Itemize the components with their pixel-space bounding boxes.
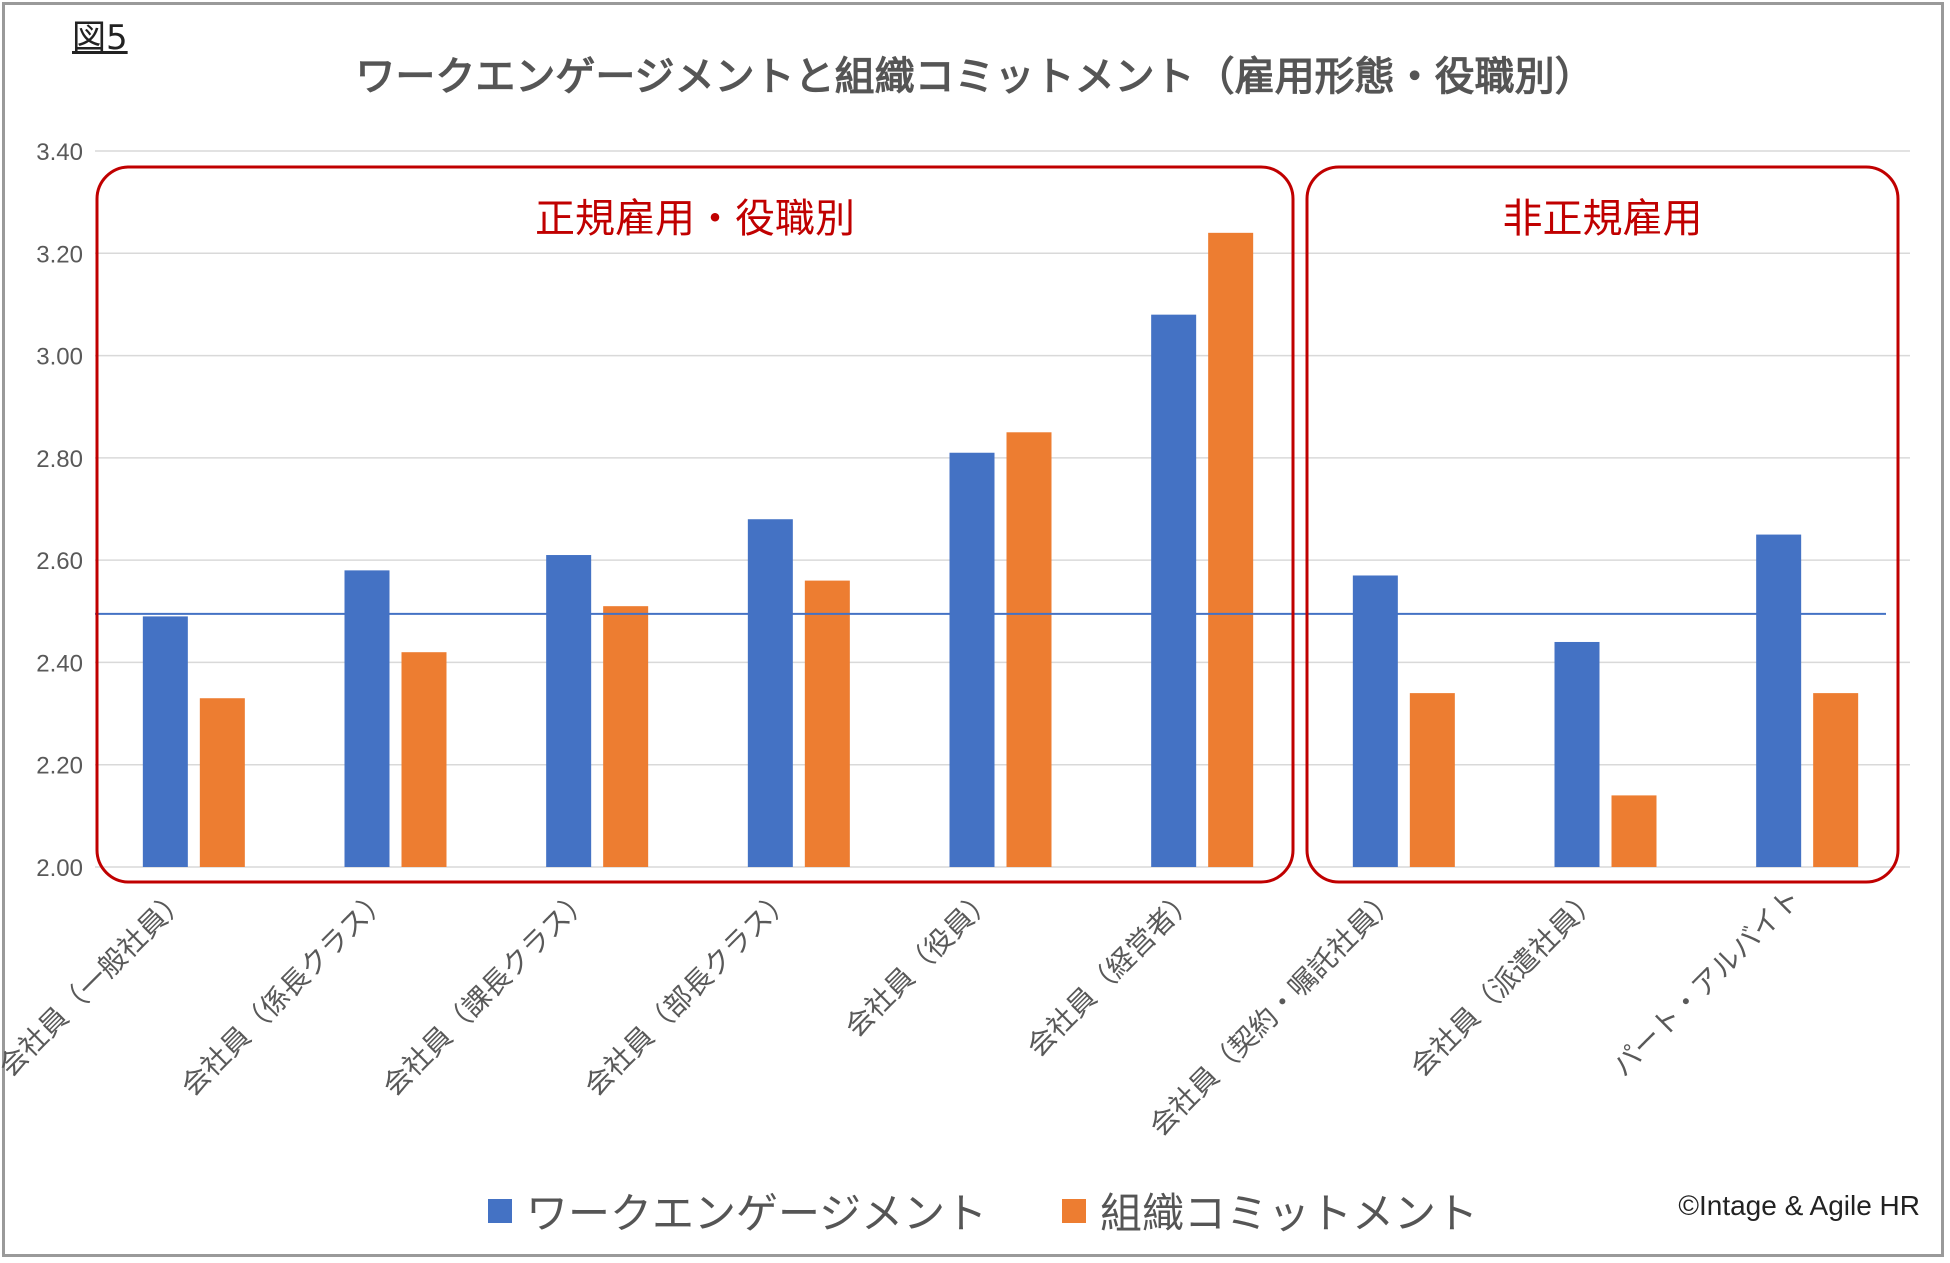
y-tick-label: 3.40 [36, 139, 83, 166]
copyright-text: ©Intage & Agile HR [1678, 1190, 1920, 1221]
bar-org-commitment [1611, 795, 1657, 867]
group-label: 正規雇用・役職別 [535, 196, 855, 242]
group-box [1305, 165, 1900, 884]
bar-work-engagement [344, 570, 390, 867]
bar-org-commitment [804, 580, 850, 867]
figure-label: 図5 [72, 18, 128, 58]
x-tick-label: 会社員（課長クラス） [376, 882, 597, 1103]
bar-work-engagement [949, 452, 995, 867]
legend-swatch-orange [1062, 1198, 1086, 1223]
bar-work-engagement [546, 555, 592, 867]
y-tick-label: 2.00 [36, 855, 83, 882]
y-tick-label: 2.80 [36, 446, 83, 473]
gridlines [95, 150, 1910, 868]
bar-org-commitment [401, 652, 447, 867]
x-tick-label: 会社員（一般社員） [0, 882, 194, 1084]
bar-org-commitment [199, 698, 245, 867]
bars [142, 232, 1859, 868]
x-tick-label: 会社員（派遣社員） [1404, 882, 1606, 1084]
legend-swatch-blue [488, 1198, 512, 1223]
legend-item-work-engagement: ワークエンゲージメント [488, 1180, 987, 1241]
bar-org-commitment [603, 606, 649, 867]
group-box [95, 165, 1295, 884]
group-label: 非正規雇用 [1503, 196, 1703, 242]
y-tick-label: 3.20 [36, 241, 83, 268]
x-axis-labels: 会社員（一般社員）会社員（係長クラス）会社員（課長クラス）会社員（部長クラス）会… [0, 882, 1807, 1143]
y-tick-label: 2.20 [36, 753, 83, 780]
bar-work-engagement [1554, 641, 1600, 867]
bar-work-engagement [1756, 534, 1802, 867]
bar-org-commitment [1409, 693, 1455, 867]
y-tick-label: 2.40 [36, 650, 83, 677]
legend-item-org-commitment: 組織コミットメント [1062, 1180, 1478, 1241]
y-tick-label: 2.60 [36, 548, 83, 575]
bar-work-engagement [747, 519, 793, 867]
y-tick-label: 3.00 [36, 344, 83, 371]
x-tick-label: 会社員（係長クラス） [175, 882, 396, 1103]
legend-label: 組織コミットメント [1100, 1189, 1479, 1238]
bar-work-engagement [142, 616, 188, 867]
x-tick-label: 会社員（部長クラス） [578, 882, 799, 1103]
group-boxes: 正規雇用・役職別 非正規雇用 [95, 165, 1900, 884]
x-tick-label: 会社員（役員） [839, 882, 1001, 1044]
bar-org-commitment [1006, 432, 1052, 867]
bar-work-engagement [1151, 314, 1197, 868]
y-axis-ticks: 2.00 2.20 2.40 2.60 2.80 3.00 3.20 3.40 [36, 139, 83, 882]
bar-work-engagement [1352, 575, 1398, 867]
x-tick-label: 会社員（経営者） [1020, 882, 1202, 1064]
legend-label: ワークエンゲージメント [526, 1189, 988, 1238]
bar-org-commitment [1208, 232, 1254, 868]
bar-org-commitment [1813, 693, 1859, 867]
chart-title: ワークエンゲージメントと組織コミットメント（雇用形態・役職別） [355, 54, 1595, 100]
x-tick-label: パート・アルバイト [1606, 882, 1807, 1083]
